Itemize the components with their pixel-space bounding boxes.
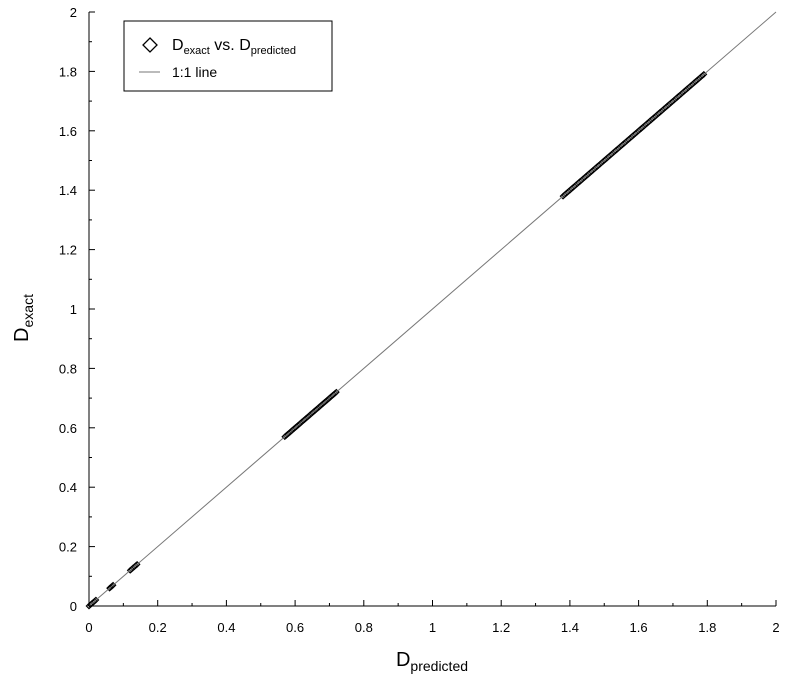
y-axis-title: Dexact <box>11 294 36 342</box>
legend-entry-scatter-sub2: predicted <box>251 45 296 57</box>
y-tick-label: 1.8 <box>59 64 77 79</box>
y-tick-label: 1.4 <box>59 183 77 198</box>
x-tick-label: 1.2 <box>492 620 510 635</box>
legend-entry-scatter: Dexact vs. Dpredicted <box>172 37 296 57</box>
y-tick-label: 1 <box>70 302 77 317</box>
x-axis-title-sub: predicted <box>410 658 468 674</box>
data-points <box>85 11 777 610</box>
x-tick-label: 0.2 <box>149 620 167 635</box>
one-to-one-line <box>88 11 777 607</box>
legend-box <box>123 20 333 92</box>
legend: Dexact vs. Dpredicted 1:1 line <box>123 20 333 92</box>
legend-entry-scatter-main: D <box>172 37 184 54</box>
x-tick-label: 0 <box>85 620 92 635</box>
x-tick-label: 1 <box>429 620 436 635</box>
legend-entry-line: 1:1 line <box>172 64 217 80</box>
x-tick-label: 1.4 <box>561 620 579 635</box>
legend-entry-scatter-mid: vs. D <box>210 37 251 54</box>
tick-labels: 0 0.2 0.4 0.6 0.8 1 1.2 1.4 1.6 1.8 2 0 0.2 0.4 0.6 0.8… <box>59 5 780 635</box>
x-tick-label: 0.4 <box>217 620 235 635</box>
y-tick-label: 0.8 <box>59 361 77 376</box>
y-tick-label: 0.4 <box>59 480 77 495</box>
legend-entry-scatter-sub: exact <box>184 45 210 57</box>
y-axis-title-main: D <box>11 328 33 342</box>
axes <box>88 11 777 607</box>
y-tick-label: 1.2 <box>59 243 77 258</box>
y-tick-label: 0.6 <box>59 421 77 436</box>
x-tick-label: 0.6 <box>286 620 304 635</box>
y-tick-label: 2 <box>70 5 77 20</box>
x-tick-label: 1.6 <box>630 620 648 635</box>
x-axis-title-main: D <box>396 649 410 671</box>
x-tick-label: 2 <box>772 620 779 635</box>
y-axis-title-sub: exact <box>20 294 36 328</box>
y-tick-label: 0.2 <box>59 540 77 555</box>
legend-diamond-icon <box>142 37 158 53</box>
x-tick-label: 0.8 <box>355 620 373 635</box>
x-axis-title: Dpredicted <box>396 649 468 674</box>
x-tick-label: 1.8 <box>698 620 716 635</box>
y-tick-label: 0 <box>70 599 77 614</box>
y-tick-label: 1.6 <box>59 124 77 139</box>
